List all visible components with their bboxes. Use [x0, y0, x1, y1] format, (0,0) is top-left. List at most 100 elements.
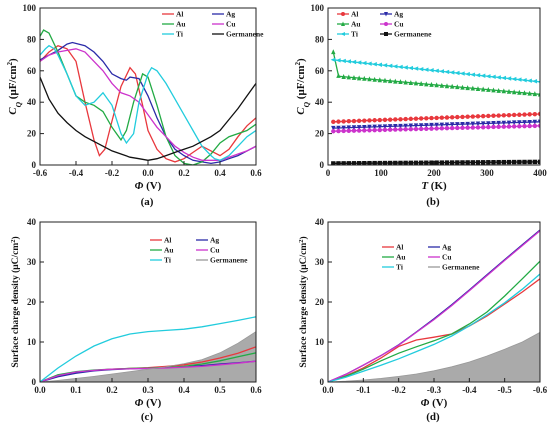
data-point — [418, 160, 424, 165]
legend-label: Au — [396, 253, 406, 262]
data-point — [372, 124, 377, 130]
data-point — [470, 85, 476, 91]
data-point — [526, 78, 532, 83]
data-point — [418, 126, 424, 132]
legend-a: Al Ag Au Cu Ti Germanene — [162, 10, 264, 39]
y-tick-label: 40 — [315, 97, 325, 107]
y-tick-label: 20 — [315, 297, 325, 307]
data-point — [398, 117, 403, 122]
data-point — [532, 119, 538, 125]
data-point — [496, 87, 501, 93]
data-point — [408, 65, 414, 71]
data-point — [366, 61, 372, 66]
data-point — [429, 115, 434, 121]
legend-b: Al Ag Au Cu Ti Germanene — [337, 10, 432, 39]
series-line-cu — [40, 48, 256, 161]
data-point — [367, 128, 372, 133]
data-point — [408, 80, 414, 85]
data-point — [346, 59, 352, 64]
data-point — [372, 76, 377, 82]
data-point — [424, 126, 429, 131]
legend-label: Ag — [442, 243, 451, 252]
panel-label: (b) — [426, 196, 440, 208]
data-point — [398, 123, 403, 129]
data-point — [439, 69, 445, 74]
data-point — [501, 88, 507, 94]
data-point — [501, 120, 507, 126]
x-tick-label: 0.2 — [106, 385, 118, 395]
legend-item-au: Au — [382, 253, 406, 262]
data-point — [398, 127, 403, 132]
data-point — [480, 113, 486, 119]
data-point — [331, 129, 336, 134]
data-point — [367, 118, 372, 123]
legend-item-cu: Cu — [428, 253, 452, 262]
y-tick-label: 0 — [320, 377, 325, 387]
legend-label: Al — [396, 243, 404, 252]
legend-c: Al Ag Au Cu Ti Germanene — [150, 236, 248, 265]
x-tick-label: 0.0 — [142, 168, 154, 178]
x-tick-label: -0.6 — [33, 168, 48, 178]
legend-label: Cu — [210, 246, 220, 255]
x-axis-label: T (K) — [421, 180, 447, 192]
y-tick-label: 10 — [27, 337, 37, 347]
data-point — [517, 124, 522, 129]
data-point — [527, 123, 532, 129]
data-point — [408, 126, 414, 132]
data-point — [356, 75, 362, 81]
data-point — [449, 83, 455, 89]
legend-item-ag: Ag — [196, 236, 219, 245]
data-point — [398, 160, 403, 165]
y-tick-label: 80 — [27, 34, 37, 44]
y-tick-label: 30 — [27, 257, 37, 267]
data-point — [475, 121, 481, 127]
data-point — [491, 113, 496, 118]
data-point — [501, 113, 507, 118]
legend-label: Germanene — [394, 30, 432, 39]
x-tick-label: 0.0 — [34, 385, 46, 395]
y-axis-label: Surface charge density (μC/cm2) — [298, 236, 310, 367]
x-axis-label: Φ (V) — [135, 397, 162, 409]
legend-label: Cu — [394, 20, 404, 29]
data-point — [434, 115, 439, 121]
data-point — [413, 116, 419, 121]
data-point — [454, 70, 460, 76]
data-point — [336, 125, 341, 131]
data-point — [465, 85, 470, 91]
x-tick-label: -0.2 — [392, 385, 407, 395]
data-point — [444, 69, 450, 75]
data-point — [439, 160, 445, 165]
data-point — [429, 122, 434, 128]
legend-item-au: Au — [150, 246, 174, 255]
data-point — [501, 124, 507, 129]
data-point — [418, 66, 424, 72]
data-point — [455, 122, 460, 128]
data-point — [464, 71, 470, 77]
data-point — [382, 127, 388, 133]
chart-c: 0.0 0.1 0.2 0.3 0.4 0.5 0.6 0 10 20 30 40 Φ (V) Surfa… — [10, 217, 263, 423]
data-point — [346, 125, 352, 131]
data-point — [367, 160, 372, 165]
data-point — [331, 125, 336, 131]
data-point — [434, 160, 439, 165]
data-point — [537, 80, 540, 84]
data-point — [537, 159, 540, 165]
legend-label: Ti — [396, 263, 403, 272]
x-tick-label: 300 — [480, 168, 494, 178]
data-point — [340, 58, 346, 64]
data-point — [475, 160, 481, 165]
legend-item-al: Al — [150, 236, 172, 245]
data-point — [506, 112, 512, 118]
x-tick-label: -0.4 — [462, 385, 477, 395]
data-point — [429, 81, 434, 87]
legend-label: Cu — [226, 20, 236, 29]
data-point — [331, 161, 336, 165]
legend-item-germanene: Germanene — [196, 256, 248, 265]
x-tick-label: 400 — [533, 168, 547, 178]
data-point — [459, 71, 465, 76]
legend-item-au: Au — [162, 20, 186, 29]
x-tick-label: 0.0 — [322, 385, 334, 395]
data-point — [455, 125, 460, 131]
plot-area-a — [40, 29, 256, 165]
data-point — [341, 128, 346, 134]
